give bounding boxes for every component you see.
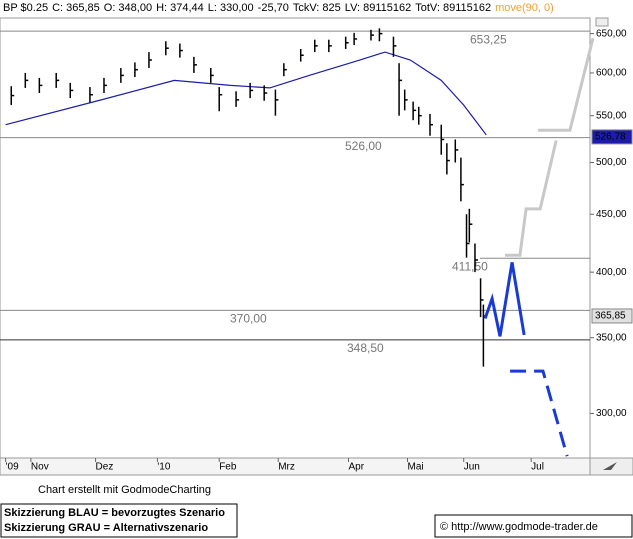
level-label: 653,25 [470,32,507,46]
header-item: BP $0.25 [3,2,48,14]
y-tick-label: 550,00 [596,110,627,121]
x-tick-label: Mrz [278,462,295,473]
y-tick-label: 650,00 [596,28,627,39]
header-item: LV: 89115162 [345,2,411,14]
price-marker-label: 526,78 [595,132,626,143]
x-tick-label: Jun [464,462,480,473]
header-item: L: 330,00 [208,2,254,14]
x-tick-label: Apr [348,462,364,473]
scenario [510,369,569,457]
credit: Chart erstellt mit GodmodeCharting [38,484,211,496]
price-marker [591,308,633,324]
legend-line: Skizzierung BLAU = bevorzugtes Szenario [4,507,225,519]
y-tick-label: 500,00 [596,157,627,168]
header-item: TckV: 825 [293,2,341,14]
x-axis-bar [0,457,591,476]
x-tick-label: Mai [408,462,424,473]
level-label: 348,50 [347,341,384,355]
level-label: 370,00 [230,312,267,326]
moving-average [5,51,487,136]
scenario [483,262,526,337]
header-item: O: 348,00 [104,2,152,14]
header: BP $0.25 C: 365,85 O: 348,00 H: 374,44 L: 33… [3,2,554,14]
indicator: move(90, 0) [495,2,554,14]
y-tick-label: 450,00 [596,209,627,220]
header-item: TotV: 89115162 [415,2,491,14]
legend-line: Skizzierung GRAU = Alternativszenario [4,522,208,534]
website-box [434,514,633,538]
website[interactable]: © http://www.godmode-trader.de [440,521,598,533]
y-tick-label: 600,00 [596,68,627,79]
header-item: C: 365,85 [52,2,100,14]
price-marker-label: 365,85 [595,311,626,322]
icon [603,462,617,470]
y-tick-label: 400,00 [596,267,627,278]
x-tick-label: '09 [6,462,19,473]
scenario [505,37,595,257]
x-tick-label: Dez [96,462,114,473]
level-label: 526,00 [345,139,382,153]
x-tick-label: Feb [219,462,237,473]
corner-icon [595,17,609,27]
x-tick-label: Nov [31,462,49,473]
header-item: -25,70 [258,2,289,14]
x-tick-label: '10 [157,462,170,473]
level-label: 411,50 [452,259,488,273]
x-tick-label: Jul [531,462,544,473]
legend-box [0,503,238,538]
header-item: H: 374,44 [156,2,204,14]
y-tick-label: 300,00 [596,408,627,419]
price-marker [591,129,633,145]
y-tick-label: 350,00 [596,332,627,343]
